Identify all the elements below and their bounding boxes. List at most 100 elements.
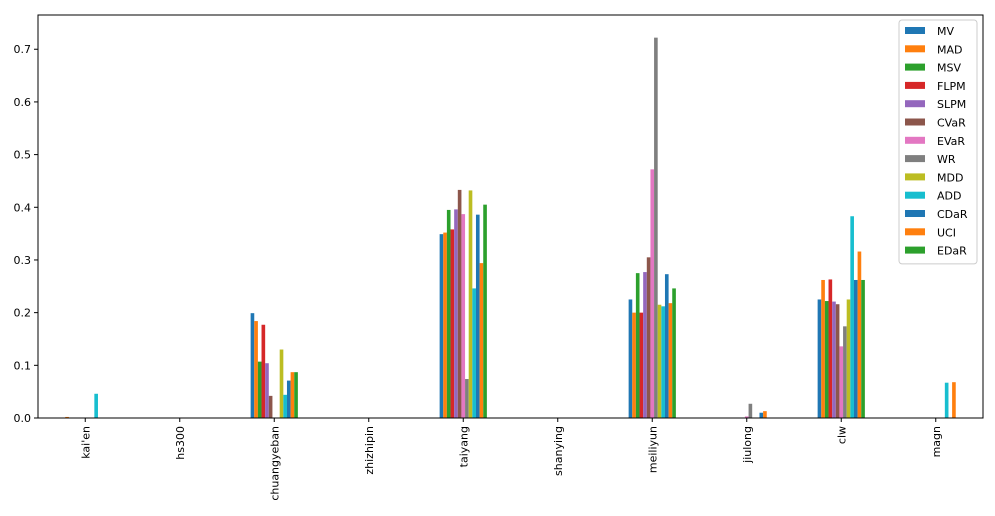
bar-mv-2	[250, 313, 255, 418]
x-axis: kai'en hs300 chuangyeban zhizhipin taiyang sh…	[79, 418, 943, 501]
bar-add-8	[850, 216, 854, 418]
bar-mv-4	[439, 234, 444, 418]
bar-uci-6	[668, 303, 673, 418]
bar-mad-0	[65, 416, 69, 418]
bar-wr-8	[843, 326, 847, 418]
bar-edar-4	[483, 204, 487, 418]
bar-slpm-4	[454, 209, 458, 418]
y-tick-label: 0.5	[14, 149, 32, 162]
bar-evar-6	[650, 169, 655, 418]
legend-swatch-uci	[905, 228, 925, 236]
bar-edar-2	[294, 372, 298, 418]
bar-mdd-6	[657, 304, 662, 418]
bar-cvar-2	[268, 395, 273, 418]
bar-edar-6	[672, 288, 676, 418]
bar-add-4	[472, 288, 476, 418]
y-tick-label: 0.0	[14, 412, 32, 425]
legend-swatch-mdd	[905, 173, 925, 181]
legend-swatch-add	[905, 191, 925, 199]
bar-uci-7	[763, 411, 767, 418]
legend: MV MAD MSV FLPM SLPM CVaR EVaR WR MDD ADD CDaR UCI E…	[898, 19, 978, 265]
bar-mad-8	[821, 279, 825, 418]
bar-cdar-2	[286, 380, 291, 418]
bar-mad-6	[632, 312, 636, 418]
bar-mdd-8	[846, 299, 851, 418]
legend-label-edar: EDaR	[937, 245, 967, 258]
plot-frame	[37, 14, 984, 419]
bar-edar-8	[861, 279, 865, 418]
bar-mv-6	[628, 299, 633, 418]
bar-uci-9	[952, 382, 956, 418]
legend-label-msv: MSV	[937, 62, 961, 75]
legend-label-mv: MV	[937, 25, 954, 38]
x-tick-label: zhizhipin	[363, 426, 376, 475]
legend-label-slpm: SLPM	[937, 98, 966, 111]
y-tick-label: 0.1	[14, 359, 32, 372]
bar-msv-2	[257, 361, 262, 418]
legend-swatch-slpm	[905, 100, 925, 108]
bar-cdar-6	[664, 274, 669, 418]
x-tick-label: kai'en	[79, 426, 92, 459]
legend-label-wr: WR	[937, 153, 956, 166]
legend-swatch-flpm	[905, 81, 925, 89]
legend-swatch-edar	[905, 246, 925, 254]
legend-label-uci: UCI	[937, 226, 956, 239]
x-tick-label: taiyang	[457, 426, 470, 467]
bar-add-2	[283, 394, 287, 418]
legend-swatch-mv	[905, 27, 925, 34]
legend-swatch-cvar	[905, 118, 925, 126]
bar-evar-7	[744, 416, 749, 418]
legend-swatch-evar	[905, 136, 925, 144]
legend-label-mdd: MDD	[937, 171, 963, 184]
bar-cdar-8	[853, 279, 858, 418]
bar-add-6	[661, 306, 665, 418]
bar-uci-8	[857, 251, 862, 418]
legend-label-cvar: CVaR	[937, 117, 966, 130]
x-tick-label: shanying	[552, 426, 565, 476]
legend-label-flpm: FLPM	[937, 80, 966, 93]
bar-cvar-6	[646, 257, 651, 418]
bar-slpm-2	[265, 363, 269, 418]
y-tick-label: 0.7	[14, 43, 32, 56]
bar-mdd-2	[279, 349, 284, 418]
bar-cdar-4	[475, 214, 480, 418]
legend-swatch-cdar	[905, 210, 925, 217]
bar-uci-4	[479, 263, 484, 418]
legend-label-evar: EVaR	[937, 135, 965, 148]
bar-mdd-4	[468, 190, 473, 418]
x-tick-label: chuangyeban	[268, 426, 281, 501]
y-tick-label: 0.6	[14, 96, 32, 109]
legend-label-mad: MAD	[937, 43, 963, 56]
bar-flpm-6	[639, 312, 644, 418]
x-tick-label: meiliyun	[646, 426, 659, 473]
bar-slpm-6	[643, 272, 647, 418]
bar-add-0	[94, 393, 98, 418]
bars-layer	[65, 37, 956, 419]
x-tick-label: jiulong	[741, 426, 754, 464]
bar-add-9	[944, 382, 949, 418]
bar-evar-8	[839, 346, 844, 418]
legend-swatch-mad	[905, 45, 925, 53]
x-tick-label: magn	[930, 426, 943, 457]
legend-box	[898, 19, 978, 265]
bar-mad-2	[254, 321, 258, 418]
y-tick-label: 0.2	[14, 307, 32, 320]
legend-swatch-msv	[905, 63, 925, 71]
bar-wr-4	[465, 379, 469, 418]
x-tick-label: clw	[835, 426, 848, 444]
y-tick-label: 0.3	[14, 254, 32, 267]
bar-cvar-8	[835, 304, 840, 418]
x-tick-label: hs300	[174, 426, 187, 460]
bar-mad-4	[443, 232, 447, 418]
bar-evar-4	[461, 214, 466, 418]
bar-msv-4	[446, 209, 451, 418]
legend-label-add: ADD	[937, 190, 961, 203]
bar-cdar-7	[759, 412, 764, 418]
legend-swatch-wr	[905, 155, 925, 163]
y-axis: 0.0 0.1 0.2 0.3 0.4 0.5 0.6 0.7	[14, 43, 38, 425]
bar-flpm-4	[450, 229, 455, 418]
bar-msv-8	[824, 301, 829, 418]
bar-mv-8	[817, 299, 822, 418]
